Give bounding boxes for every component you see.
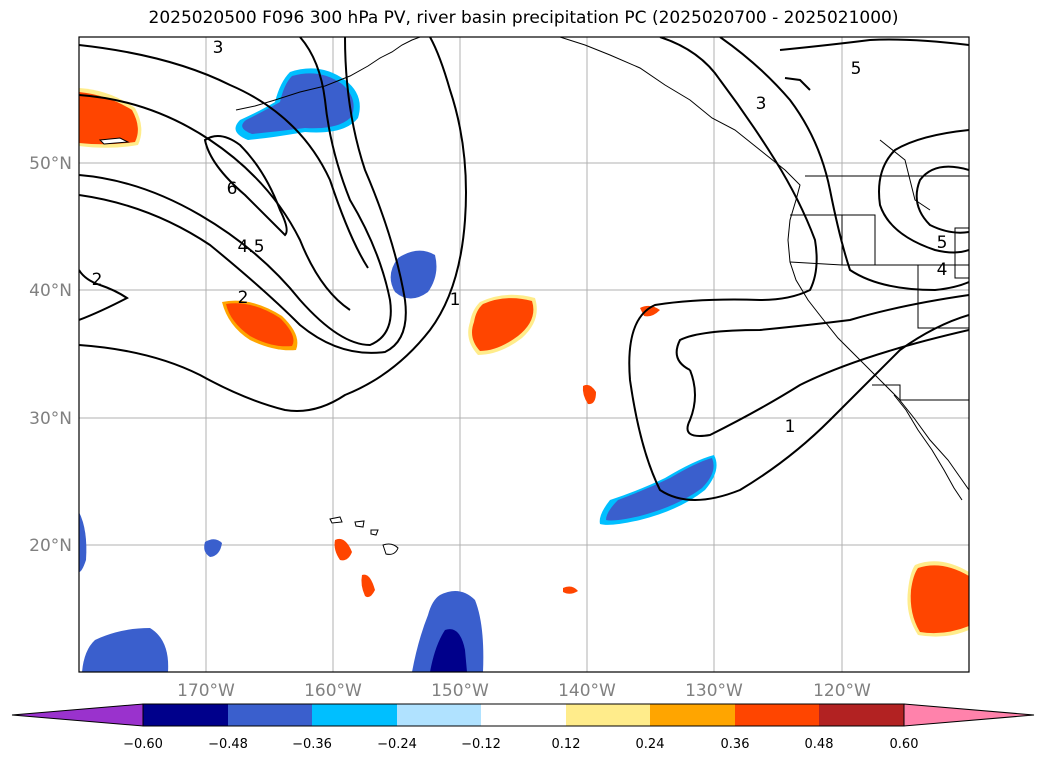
colorbar-frame bbox=[142, 703, 905, 727]
colorbar-tick: −0.60 bbox=[123, 737, 163, 752]
pv-contours bbox=[79, 37, 969, 501]
contour-label: 4 bbox=[937, 260, 948, 280]
contour-label: 2 bbox=[238, 288, 249, 308]
colorbar-tick: 0.36 bbox=[721, 737, 750, 752]
contour-label: 3 bbox=[213, 38, 224, 58]
colorbar-tick: −0.12 bbox=[461, 737, 501, 752]
contour-label: 3 bbox=[756, 94, 767, 114]
lat-label: 30°N bbox=[29, 409, 72, 429]
colorbar-segment bbox=[481, 704, 566, 726]
colorbar-tick: 0.12 bbox=[552, 737, 581, 752]
contour-label: 1 bbox=[785, 417, 796, 437]
colorbar-tick: −0.24 bbox=[377, 737, 417, 752]
lon-label: 170°W bbox=[177, 681, 235, 701]
colorbar-ticks: −0.60 −0.48 −0.36 −0.24 −0.12 0.12 0.24 … bbox=[123, 737, 918, 752]
colorbar-segment bbox=[650, 704, 735, 726]
latitude-labels: 50°N 40°N 30°N 20°N bbox=[29, 154, 72, 556]
colorbar-segment bbox=[735, 704, 819, 726]
colorbar-segment bbox=[819, 704, 904, 726]
colorbar-extend-low bbox=[11, 703, 144, 727]
lat-label: 50°N bbox=[29, 154, 72, 174]
lon-label: 140°W bbox=[558, 681, 616, 701]
colorbar: −0.60 −0.48 −0.36 −0.24 −0.12 0.12 0.24 … bbox=[11, 703, 1035, 752]
contour-label: 5 bbox=[937, 233, 948, 253]
lon-label: 150°W bbox=[431, 681, 489, 701]
map-frame bbox=[78, 36, 970, 673]
contour-label: 1 bbox=[450, 290, 461, 310]
lat-label: 40°N bbox=[29, 281, 72, 301]
map-area bbox=[79, 37, 969, 672]
colorbar-segment bbox=[397, 704, 481, 726]
colorbar-tick: 0.48 bbox=[805, 737, 834, 752]
contour-labels: 3 5 3 6 4.5 2 2 1 1 5 4 bbox=[92, 38, 948, 437]
contour-label: 2 bbox=[92, 270, 103, 290]
colorbar-segment bbox=[143, 704, 228, 726]
colorbar-segment bbox=[566, 704, 650, 726]
lon-label: 120°W bbox=[813, 681, 871, 701]
coastlines bbox=[235, 37, 969, 501]
gridlines bbox=[79, 37, 969, 672]
islands bbox=[98, 137, 399, 555]
colorbar-segment bbox=[228, 704, 312, 726]
lon-label: 130°W bbox=[685, 681, 743, 701]
longitude-labels: 170°W 160°W 150°W 140°W 130°W 120°W bbox=[177, 681, 871, 701]
contour-label: 5 bbox=[851, 59, 862, 79]
colorbar-extend-high bbox=[903, 703, 1035, 727]
colorbar-tick: −0.36 bbox=[292, 737, 332, 752]
contour-label: 4.5 bbox=[237, 237, 264, 257]
lat-label: 20°N bbox=[29, 536, 72, 556]
colorbar-segment bbox=[312, 704, 397, 726]
lon-label: 160°W bbox=[304, 681, 362, 701]
colorbar-tick: −0.48 bbox=[208, 737, 248, 752]
map-title: 2025020500 F096 300 hPa PV, river basin … bbox=[148, 8, 899, 28]
precip-negative-shading bbox=[79, 68, 717, 672]
contour-label: 6 bbox=[227, 179, 238, 199]
colorbar-tick: 0.60 bbox=[890, 737, 919, 752]
colorbar-tick: 0.24 bbox=[636, 737, 665, 752]
